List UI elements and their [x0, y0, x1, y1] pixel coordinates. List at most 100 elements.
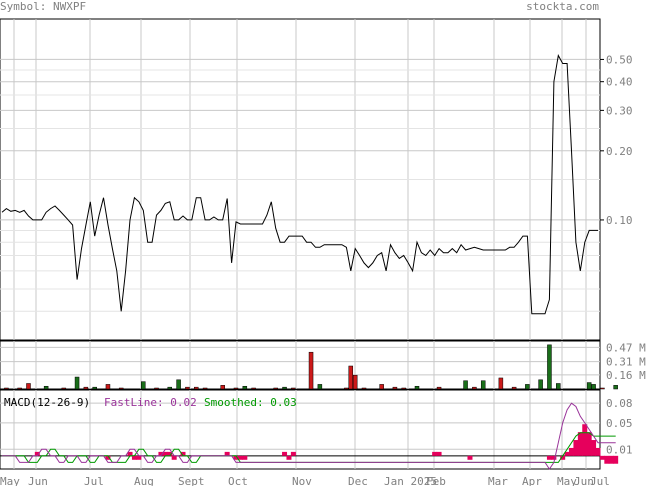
volume-bar: [463, 380, 468, 390]
volume-bar: [118, 387, 124, 390]
macd-hist-bar: [467, 455, 473, 460]
volume-bar: [167, 386, 173, 390]
price-tick-label: 0.50: [606, 53, 633, 66]
macd-hist-bar: [551, 455, 557, 460]
volume-bar: [401, 387, 406, 390]
macd-hist-bar: [131, 455, 137, 460]
volume-bar: [282, 386, 287, 390]
macd-hist-bar: [286, 455, 292, 460]
x-tick-label: Nov: [292, 475, 312, 486]
volume-bar: [4, 387, 9, 390]
macd-hist-bar: [613, 455, 619, 464]
price-tick-label: 0.40: [606, 76, 633, 89]
volume-bar: [202, 387, 208, 390]
macd-hist-bar: [136, 455, 142, 460]
volume-bar: [308, 351, 314, 390]
price-tick-label: 0.30: [606, 104, 633, 117]
volume-bar: [43, 385, 49, 390]
macd-histogram: [34, 424, 619, 464]
macd-hist-bar: [560, 455, 566, 460]
x-tick-label: Dec: [348, 475, 368, 486]
macd-hist-bar: [233, 455, 239, 460]
volume-bar: [511, 386, 517, 390]
volume-bar: [317, 384, 323, 390]
macd-hist-bar: [604, 455, 610, 464]
volume-bar: [185, 386, 190, 390]
volume-bar: [436, 386, 442, 390]
volume-bar: [273, 387, 278, 390]
macd-hist-bar: [34, 451, 40, 456]
volume-bar: [392, 386, 398, 390]
x-tick-label: Sept: [178, 475, 205, 486]
x-tick-label: May: [0, 475, 20, 486]
price-panel: 0.50 0.40 0.30 0.20 0.10: [0, 18, 633, 341]
volume-tick-label: 0.31 M: [606, 356, 646, 369]
macd-y-axis: 0.08 0.05 0.01: [606, 397, 633, 456]
x-tick-label: Jul: [84, 475, 104, 486]
x-tick-label: Jan 2025: [384, 475, 437, 486]
volume-bar: [591, 384, 596, 390]
volume-bar: [344, 387, 349, 390]
macd-hist-bar: [436, 451, 442, 456]
volume-bar: [233, 387, 239, 390]
volume-bar: [414, 385, 420, 390]
volume-bar: [291, 387, 296, 390]
macd-panel: 0.08 0.05 0.01 MACD(12-26-9) FastLine: 0.0…: [0, 389, 633, 470]
x-tick-label: Jul: [590, 475, 610, 486]
volume-panel: 0.47 M 0.31 M0.16 M: [0, 340, 646, 390]
macd-hist-bar: [569, 447, 575, 456]
macd-hist-bar: [577, 432, 583, 456]
volume-y-axis: 0.47 M 0.31 M0.16 M: [606, 341, 646, 381]
macd-hist-bar: [564, 451, 570, 456]
volume-bar: [242, 385, 248, 390]
volume-bar: [586, 382, 592, 390]
macd-hist-bar: [595, 447, 601, 456]
volume-bar: [348, 365, 354, 390]
macd-hist-bar: [282, 451, 288, 456]
macd-hist-bar: [180, 451, 186, 456]
volume-bar: [154, 387, 159, 390]
volume-bar: [379, 384, 384, 390]
macd-hist-bar: [573, 440, 579, 456]
macd-hist-bar: [105, 455, 111, 460]
macd-hist-bar: [167, 451, 173, 456]
macd-hist-bar: [224, 451, 230, 456]
volume-bar: [176, 379, 181, 390]
volume-bar: [61, 387, 67, 390]
macd-tick-label: 0.05: [606, 417, 633, 430]
price-tick-label: 0.20: [606, 145, 633, 158]
price-y-axis: 0.50 0.40 0.30 0.20 0.10: [600, 53, 633, 227]
volume-bar: [92, 386, 97, 390]
volume-bar: [498, 377, 504, 390]
volume-bar: [105, 384, 111, 390]
volume-bar: [220, 385, 225, 390]
macd-tick-label: 0.01: [606, 443, 633, 456]
volume-grid: [0, 341, 600, 389]
volume-bar: [352, 374, 358, 390]
volume-bar: [525, 384, 530, 390]
volume-bar: [472, 386, 477, 390]
macd-hist-bar: [290, 451, 296, 456]
volume-bars: [4, 344, 618, 390]
macd-hist-bar: [586, 432, 592, 456]
volume-bar: [361, 387, 367, 390]
volume-bar: [547, 344, 552, 390]
site-label[interactable]: stockta.com: [526, 0, 599, 13]
macd-hist-bar: [242, 455, 248, 460]
volume-tick-label: 0.16 M: [606, 369, 646, 382]
price-grid: [0, 19, 600, 340]
x-tick-label: May: [557, 475, 577, 486]
x-tick-label: Feb: [426, 475, 446, 486]
macd-hist-bar: [127, 451, 133, 456]
macd-hist-bar: [171, 455, 177, 460]
macd-hist-bar: [237, 455, 243, 460]
price-line: [1, 53, 598, 315]
volume-bar: [613, 385, 618, 390]
volume-bar: [17, 387, 22, 390]
volume-bar: [141, 381, 146, 390]
price-tick-label: 0.10: [606, 214, 633, 227]
macd-fast-line: [2, 402, 616, 470]
macd-hist-bar: [591, 440, 597, 456]
x-tick-label: Mar: [488, 475, 508, 486]
